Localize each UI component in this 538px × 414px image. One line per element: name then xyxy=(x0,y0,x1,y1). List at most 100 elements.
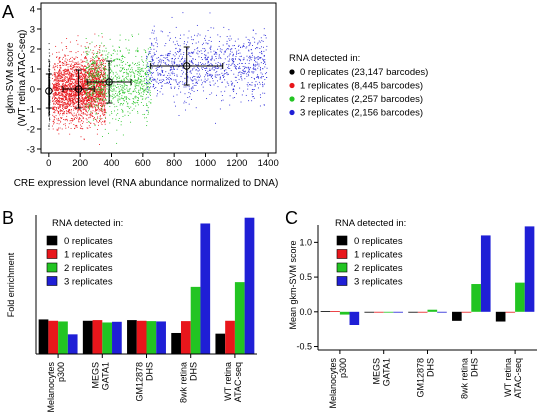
point xyxy=(264,66,266,68)
point xyxy=(81,119,83,121)
point xyxy=(264,73,266,75)
point xyxy=(100,102,102,104)
point xyxy=(52,91,54,92)
point xyxy=(62,79,64,81)
point xyxy=(146,66,148,68)
point xyxy=(94,96,96,98)
y-tick-label: -1 xyxy=(27,105,35,116)
point xyxy=(74,59,76,60)
point xyxy=(91,97,93,99)
point xyxy=(63,102,65,103)
point xyxy=(48,67,50,69)
point xyxy=(89,90,91,92)
point xyxy=(94,77,96,79)
point xyxy=(73,75,75,77)
point xyxy=(90,111,92,113)
point xyxy=(263,83,265,85)
point xyxy=(107,83,109,85)
point xyxy=(58,73,60,75)
point xyxy=(153,79,155,81)
point xyxy=(220,64,222,66)
bar xyxy=(112,321,122,354)
point xyxy=(110,70,112,72)
point xyxy=(85,118,87,120)
point xyxy=(231,48,233,50)
point xyxy=(153,62,155,64)
x-tick-label: 800 xyxy=(166,158,182,169)
bar xyxy=(452,311,462,321)
point xyxy=(79,87,81,89)
point xyxy=(229,104,231,106)
point xyxy=(104,80,106,82)
point xyxy=(85,103,87,105)
point xyxy=(161,85,163,87)
point xyxy=(156,66,158,68)
point xyxy=(92,70,94,72)
point xyxy=(247,66,249,68)
point xyxy=(91,89,92,91)
legend-swatch xyxy=(336,262,348,273)
point xyxy=(104,72,106,74)
point xyxy=(209,70,211,71)
point xyxy=(176,64,178,66)
point xyxy=(77,84,79,86)
x-tick-label: 200 xyxy=(72,158,88,169)
point xyxy=(58,80,60,82)
point xyxy=(66,111,68,113)
point xyxy=(98,71,100,72)
point xyxy=(254,85,256,87)
point xyxy=(191,52,193,54)
point xyxy=(66,89,68,91)
point xyxy=(81,125,83,127)
point xyxy=(133,108,135,110)
point xyxy=(201,59,203,60)
point xyxy=(72,97,74,99)
point xyxy=(97,73,99,75)
point xyxy=(88,76,90,78)
bar xyxy=(480,235,491,312)
point xyxy=(253,78,255,79)
point xyxy=(87,79,89,81)
point xyxy=(54,118,55,120)
point xyxy=(242,45,244,46)
point xyxy=(177,51,179,53)
bar xyxy=(146,321,157,354)
point xyxy=(97,69,99,71)
point xyxy=(228,60,230,62)
point xyxy=(66,62,68,64)
point xyxy=(171,78,173,80)
point xyxy=(53,85,54,87)
point xyxy=(200,75,201,77)
point xyxy=(245,67,247,69)
legend-swatch xyxy=(46,235,58,246)
point xyxy=(142,67,144,69)
point xyxy=(130,76,132,78)
point xyxy=(98,88,100,90)
point xyxy=(61,95,63,97)
point xyxy=(263,28,265,30)
point xyxy=(185,86,187,88)
point xyxy=(151,67,153,69)
point xyxy=(248,41,250,43)
point xyxy=(229,35,231,37)
point xyxy=(66,64,68,65)
point xyxy=(103,83,104,85)
point xyxy=(103,80,105,82)
point xyxy=(74,66,76,68)
point xyxy=(137,96,139,98)
point xyxy=(84,77,86,79)
point xyxy=(116,129,118,131)
point xyxy=(76,81,78,83)
point xyxy=(135,105,137,107)
point xyxy=(104,91,106,92)
point xyxy=(115,114,117,116)
point xyxy=(141,76,142,78)
point xyxy=(74,74,76,76)
point xyxy=(63,87,65,89)
point xyxy=(219,62,221,64)
point xyxy=(64,68,66,70)
point xyxy=(97,116,99,118)
point xyxy=(111,113,113,114)
point xyxy=(94,106,96,108)
point xyxy=(88,99,90,101)
